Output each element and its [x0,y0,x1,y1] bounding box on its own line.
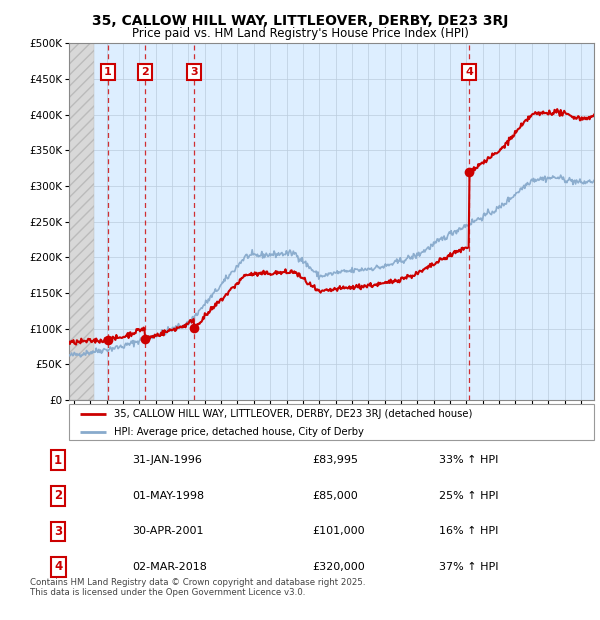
Bar [69,43,94,400]
Text: £83,995: £83,995 [312,455,358,465]
Text: 01-MAY-1998: 01-MAY-1998 [133,491,205,501]
Text: 2: 2 [54,489,62,502]
Text: 3: 3 [190,67,197,77]
Text: Contains HM Land Registry data © Crown copyright and database right 2025.
This d: Contains HM Land Registry data © Crown c… [30,578,365,597]
Text: 4: 4 [54,560,62,574]
Text: 3: 3 [54,525,62,538]
Text: 33% ↑ HPI: 33% ↑ HPI [439,455,499,465]
Text: £101,000: £101,000 [312,526,365,536]
Text: 1: 1 [54,454,62,467]
Text: £85,000: £85,000 [312,491,358,501]
Text: £320,000: £320,000 [312,562,365,572]
Text: 1: 1 [104,67,112,77]
Text: 25% ↑ HPI: 25% ↑ HPI [439,491,499,501]
Text: HPI: Average price, detached house, City of Derby: HPI: Average price, detached house, City… [113,427,364,436]
Text: 31-JAN-1996: 31-JAN-1996 [133,455,202,465]
Text: 02-MAR-2018: 02-MAR-2018 [133,562,208,572]
Text: 4: 4 [465,67,473,77]
Text: Price paid vs. HM Land Registry's House Price Index (HPI): Price paid vs. HM Land Registry's House … [131,27,469,40]
Text: 35, CALLOW HILL WAY, LITTLEOVER, DERBY, DE23 3RJ (detached house): 35, CALLOW HILL WAY, LITTLEOVER, DERBY, … [113,409,472,419]
Text: 30-APR-2001: 30-APR-2001 [133,526,204,536]
Text: 2: 2 [141,67,149,77]
Text: 35, CALLOW HILL WAY, LITTLEOVER, DERBY, DE23 3RJ: 35, CALLOW HILL WAY, LITTLEOVER, DERBY, … [92,14,508,28]
Text: 16% ↑ HPI: 16% ↑ HPI [439,526,499,536]
Text: 37% ↑ HPI: 37% ↑ HPI [439,562,499,572]
